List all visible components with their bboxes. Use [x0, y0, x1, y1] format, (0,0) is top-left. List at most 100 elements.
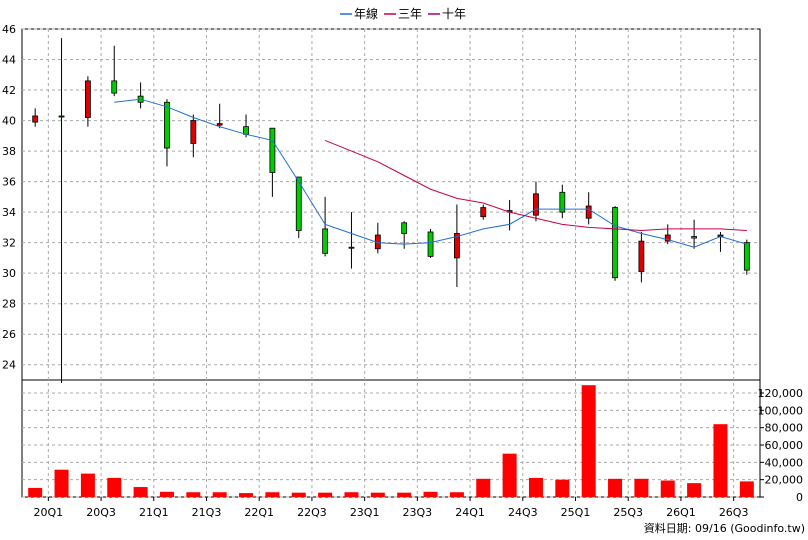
x-tick-label: 21Q3: [192, 506, 222, 519]
volume-bar: [80, 473, 95, 497]
volume-bar: [344, 492, 359, 497]
price-tick-label: 40: [2, 115, 16, 128]
x-tick-label: 23Q3: [403, 506, 433, 519]
candle-body: [295, 176, 302, 231]
volume-bar: [291, 492, 306, 497]
volume-bar: [370, 492, 385, 497]
candle-body: [164, 101, 170, 149]
legend-label: 年線: [354, 6, 378, 21]
volume-bar: [397, 492, 412, 497]
price-tick-label: 24: [2, 359, 16, 372]
volume-bar: [239, 493, 254, 497]
candle-body: [216, 123, 223, 126]
price-tick-label: 42: [2, 84, 16, 97]
candle-body: [32, 115, 39, 123]
volume-bar: [212, 492, 227, 497]
price-tick-label: 26: [2, 328, 16, 341]
volume-tick-label: 0: [796, 491, 803, 504]
candle-body: [348, 246, 355, 249]
price-tick-label: 34: [2, 206, 16, 219]
ma-lines: [114, 98, 747, 248]
price-tick-label: 46: [2, 23, 16, 36]
volume-bars: [28, 385, 754, 497]
volume-tick-label: 20,000: [765, 474, 804, 487]
volume-bar: [608, 478, 623, 497]
volume-tick-label: 120,000: [758, 387, 804, 400]
ma-line: [114, 98, 747, 248]
price-tick-label: 30: [2, 267, 16, 280]
candle-body: [612, 207, 618, 279]
candle-body: [243, 126, 249, 135]
volume-bar: [713, 424, 728, 497]
volume-bar: [318, 492, 333, 497]
volume-panel-border: [21, 379, 761, 498]
x-axis: 20Q1 20Q3 21Q1 21Q3 22Q1 22Q3 23Q1 23Q3 24Q1 24Q3…: [34, 497, 749, 519]
volume-bar: [660, 480, 675, 497]
x-tick-label: 24Q1: [455, 506, 485, 519]
legend-label: 十年: [442, 7, 466, 21]
x-tick-label: 24Q3: [508, 506, 538, 519]
x-tick-label: 25Q1: [561, 506, 591, 519]
price-tick-label: 38: [2, 145, 16, 158]
x-tick-label: 26Q3: [719, 506, 749, 519]
candle-body: [664, 234, 671, 242]
volume-bar: [133, 487, 148, 497]
candle-body: [322, 228, 329, 254]
volume-bar: [555, 479, 570, 497]
price-tick-label: 28: [2, 298, 16, 311]
candle-body: [743, 242, 750, 271]
volume-tick-label: 40,000: [765, 456, 804, 469]
price-axis: 24 26 28 30 32 34 36 38 40 42 44 46: [2, 23, 16, 372]
candle-body: [585, 205, 592, 219]
candle-body: [111, 80, 118, 94]
x-tick-label: 21Q1: [139, 506, 169, 519]
candle-body: [559, 191, 566, 213]
volume-bar: [54, 469, 69, 497]
volume-bar: [423, 491, 438, 497]
candle-body: [190, 120, 197, 144]
candle-body: [269, 127, 276, 173]
x-tick-label: 22Q1: [244, 506, 274, 519]
grid: [22, 28, 760, 498]
volume-bar: [107, 477, 122, 497]
volume-bar: [581, 385, 596, 497]
volume-bar: [528, 477, 543, 497]
x-tick-label: 20Q3: [86, 506, 116, 519]
candle-body: [58, 115, 65, 118]
volume-bar: [739, 481, 754, 497]
x-tick-label: 23Q1: [350, 506, 380, 519]
candle-body: [427, 231, 434, 257]
candle-body: [638, 240, 645, 273]
source-note: 資料日期: 09/16 (Goodinfo.tw): [644, 521, 805, 535]
volume-bar: [449, 492, 464, 497]
volume-bar: [502, 453, 517, 497]
price-tick-label: 32: [2, 237, 16, 250]
candle-body: [401, 222, 408, 234]
volume-bar: [186, 492, 201, 497]
volume-tick-label: 60,000: [765, 439, 804, 452]
candle-body: [453, 233, 460, 259]
x-tick-label: 22Q3: [297, 506, 327, 519]
volume-bar: [265, 492, 280, 497]
legend: 年線 三年 十年: [340, 6, 466, 21]
volume-bar: [687, 483, 702, 497]
price-tick-label: 44: [2, 54, 16, 67]
volume-bar: [634, 478, 649, 497]
volume-tick-label: 100,000: [758, 404, 804, 417]
x-tick-label: 20Q1: [34, 506, 64, 519]
legend-label: 三年: [398, 7, 422, 21]
price-tick-label: 36: [2, 176, 16, 189]
candles: [32, 38, 750, 384]
candle-body: [84, 80, 91, 118]
ma-line: [324, 139, 747, 231]
volume-bar: [159, 491, 174, 497]
candle-body: [691, 236, 698, 239]
volume-axis: 0 20,000 40,000 60,000 80,000 100,000 120,000: [758, 387, 804, 504]
volume-tick-label: 80,000: [765, 422, 804, 435]
price-panel-border: [21, 28, 761, 381]
volume-bar: [476, 478, 491, 497]
x-tick-label: 25Q3: [613, 506, 643, 519]
candle-body: [533, 193, 539, 216]
volume-bar: [28, 487, 43, 497]
